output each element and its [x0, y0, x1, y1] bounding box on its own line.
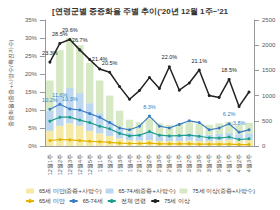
svg-text:30%: 30%: [25, 35, 38, 41]
svg-text:4월1주: 4월1주: [226, 154, 232, 172]
svg-text:1000: 1000: [262, 93, 276, 99]
svg-text:3.8%: 3.8%: [233, 120, 246, 126]
svg-text:1월3주: 1월3주: [117, 154, 123, 172]
svg-text:3월2주: 3월2주: [186, 154, 192, 172]
svg-text:65-74세: 65-74세: [83, 198, 103, 204]
svg-text:2월4주: 2월4주: [166, 154, 172, 172]
svg-text:1500: 1500: [262, 67, 276, 73]
svg-text:12월2주: 12월2주: [57, 154, 63, 175]
svg-text:1월1주: 1월1주: [97, 154, 103, 172]
svg-text:20.5%: 20.5%: [102, 60, 118, 66]
svg-text:1월4주: 1월4주: [127, 154, 133, 172]
svg-text:23.3%: 23.3%: [42, 50, 58, 56]
svg-text:12월3주: 12월3주: [67, 154, 73, 175]
svg-text:중증화율(중증+사망수/확진자수): 중증화율(중증+사망수/확진자수): [8, 39, 14, 126]
svg-text:12월5주: 12월5주: [87, 154, 93, 175]
svg-text:2월2주: 2월2주: [146, 154, 152, 172]
svg-text:3월3주: 3월3주: [196, 154, 202, 172]
svg-text:22.0%: 22.0%: [162, 54, 178, 60]
svg-text:2월3주: 2월3주: [156, 154, 162, 172]
svg-text:3월4주: 3월4주: [206, 154, 212, 172]
svg-text:75세 이상(중증+사망수): 75세 이상(중증+사망수): [192, 188, 255, 194]
svg-text:6.2%: 6.2%: [223, 111, 236, 117]
svg-text:21.1%: 21.1%: [191, 58, 207, 64]
svg-text:15%: 15%: [25, 89, 38, 95]
svg-text:5%: 5%: [28, 125, 37, 131]
svg-text:29.6%: 29.6%: [62, 27, 78, 33]
svg-text:0: 0: [262, 143, 266, 149]
svg-text:10.3%: 10.3%: [62, 96, 78, 102]
svg-text:2500: 2500: [262, 17, 276, 23]
svg-text:전체 연령: 전체 연령: [121, 198, 147, 204]
svg-text:65-74세(중증+사망수): 65-74세(중증+사망수): [119, 188, 176, 194]
svg-text:4월2주: 4월2주: [236, 154, 242, 172]
svg-text:18.5%: 18.5%: [221, 67, 237, 73]
svg-text:0%: 0%: [28, 143, 37, 149]
svg-text:2000: 2000: [262, 42, 276, 48]
svg-text:12월4주: 12월4주: [77, 154, 83, 175]
svg-text:65세 미만(중증+사망수): 65세 미만(중증+사망수): [39, 188, 102, 194]
svg-text:65세 미만: 65세 미만: [39, 198, 65, 204]
svg-text:21.4%: 21.4%: [91, 56, 108, 63]
svg-text:3월5주: 3월5주: [216, 154, 222, 172]
svg-text:35%: 35%: [25, 17, 38, 23]
svg-text:10.2%: 10.2%: [42, 96, 58, 103]
svg-text:28.5%: 28.5%: [52, 30, 68, 37]
svg-text:11.6%: 11.6%: [52, 91, 68, 98]
svg-text:26.7%: 26.7%: [72, 37, 88, 43]
svg-text:10%: 10%: [25, 107, 38, 113]
svg-text:3월1주: 3월1주: [176, 154, 182, 172]
svg-text:12월1주: 12월1주: [47, 154, 53, 175]
svg-text:25%: 25%: [25, 53, 38, 59]
svg-text:[연령군별 중증화율 주별 추이('20년 12월 1주~': [연령군별 중증화율 주별 추이('20년 12월 1주~'21: [52, 7, 229, 16]
svg-text:1월2주: 1월2주: [107, 154, 113, 172]
svg-text:500: 500: [262, 118, 273, 124]
svg-text:2월1주: 2월1주: [136, 154, 142, 172]
svg-text:4월3주: 4월3주: [246, 154, 252, 172]
svg-text:8.3%: 8.3%: [143, 104, 156, 110]
svg-text:75세 이상: 75세 이상: [164, 198, 190, 204]
svg-text:20%: 20%: [25, 71, 38, 77]
